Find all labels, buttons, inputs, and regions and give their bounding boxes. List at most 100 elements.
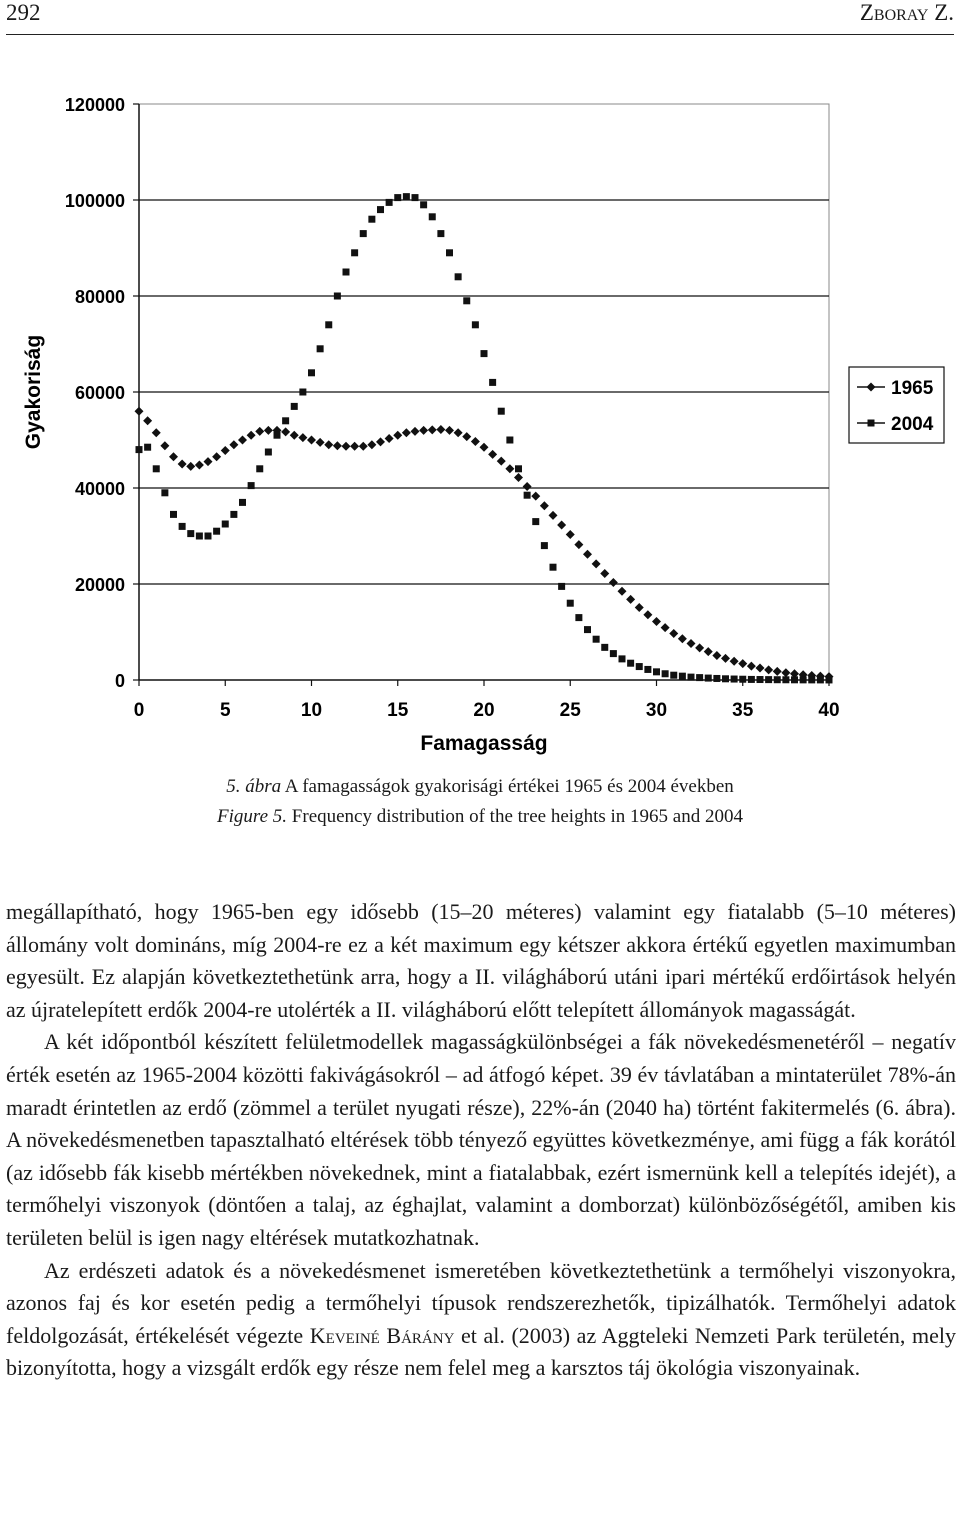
point-2004	[420, 201, 428, 209]
x-tick-label: 30	[646, 700, 667, 721]
y-tick-label: 60000	[75, 383, 125, 403]
caption-hu-label: 5. ábra	[226, 776, 282, 797]
point-2004	[221, 520, 229, 528]
y-tick-label: 120000	[65, 95, 125, 115]
point-2004	[549, 563, 557, 571]
point-1965	[281, 427, 291, 437]
point-2004	[713, 674, 721, 682]
point-2004	[333, 292, 341, 300]
legend-label-1965: 1965	[891, 378, 934, 399]
y-tick-label: 20000	[75, 575, 125, 595]
legend-marker-1965	[866, 382, 876, 392]
point-1965	[186, 461, 196, 471]
point-2004	[239, 498, 246, 506]
point-2004	[290, 402, 298, 410]
point-2004	[402, 193, 410, 201]
point-1965	[263, 425, 273, 435]
point-2004	[592, 635, 600, 643]
point-2004	[704, 674, 712, 682]
point-1965	[634, 603, 644, 613]
point-2004	[377, 206, 384, 214]
point-2004	[661, 670, 669, 678]
point-2004	[247, 482, 255, 490]
x-tick-label: 25	[560, 700, 582, 721]
point-1965	[496, 456, 506, 466]
point-2004	[213, 527, 221, 535]
point-2004	[178, 522, 186, 530]
x-tick-label: 5	[220, 700, 231, 721]
point-1965	[522, 482, 532, 492]
point-2004	[609, 650, 617, 658]
point-1965	[427, 425, 437, 435]
y-tick-label: 100000	[65, 191, 125, 211]
point-1965	[652, 616, 661, 626]
point-2004	[825, 676, 833, 684]
point-1965	[643, 610, 653, 620]
point-2004	[566, 599, 574, 607]
point-2004	[359, 230, 367, 238]
point-2004	[765, 676, 773, 684]
point-2004	[187, 530, 195, 538]
point-2004	[411, 194, 419, 202]
height-frequency-chart: 0 20000 40000 60000 80000 100000 120000 0 5 10 15 2…	[0, 80, 960, 760]
point-1965	[169, 452, 178, 462]
x-tick-label: 10	[301, 700, 322, 721]
point-2004	[428, 213, 436, 221]
point-2004	[722, 675, 729, 683]
point-1965	[703, 647, 713, 657]
point-2004	[601, 643, 609, 651]
point-1965	[755, 663, 765, 673]
point-1965	[746, 661, 756, 671]
point-2004	[782, 676, 790, 684]
legend-marker-2004	[867, 419, 875, 427]
point-2004	[446, 249, 453, 257]
point-1965	[376, 437, 385, 447]
point-2004	[230, 510, 238, 518]
point-2004	[618, 655, 626, 663]
point-1965	[143, 416, 153, 426]
point-2004	[351, 249, 359, 257]
point-2004	[627, 659, 635, 667]
point-1965	[557, 520, 567, 530]
point-1965	[574, 540, 584, 550]
point-2004	[195, 532, 203, 540]
point-2004	[385, 198, 393, 206]
point-2004	[756, 676, 764, 684]
point-2004	[515, 465, 522, 473]
point-2004	[368, 215, 376, 223]
legend-label-2004: 2004	[891, 414, 934, 435]
y-axis-label: Gyakoriság	[22, 335, 45, 449]
point-2004	[282, 417, 290, 425]
x-tick-label: 20	[473, 700, 494, 721]
point-2004	[264, 448, 272, 456]
point-1965	[738, 659, 748, 669]
point-1965	[341, 441, 351, 451]
point-1965	[531, 491, 541, 501]
point-2004	[747, 675, 755, 683]
point-2004	[299, 388, 307, 396]
point-1965	[583, 549, 592, 559]
point-2004	[135, 446, 143, 454]
point-1965	[539, 501, 549, 511]
point-1965	[686, 639, 696, 649]
point-1965	[790, 669, 799, 679]
point-2004	[161, 489, 169, 497]
point-2004	[480, 350, 488, 358]
point-1965	[548, 510, 558, 520]
x-axis-label: Famagasság	[420, 732, 547, 755]
x-tick-label: 15	[387, 700, 409, 721]
point-2004	[687, 673, 695, 681]
point-1965	[764, 665, 774, 675]
point-1965	[608, 578, 618, 588]
point-1965	[177, 459, 187, 469]
point-2004	[471, 321, 479, 329]
point-1965	[453, 428, 463, 438]
x-tick-label: 35	[732, 700, 754, 721]
point-1965	[238, 435, 247, 445]
page-number: 292	[6, 0, 41, 25]
point-1965	[591, 559, 601, 569]
point-2004	[144, 443, 152, 451]
point-1965	[255, 426, 265, 436]
point-1965	[307, 435, 316, 445]
point-1965	[712, 651, 722, 661]
